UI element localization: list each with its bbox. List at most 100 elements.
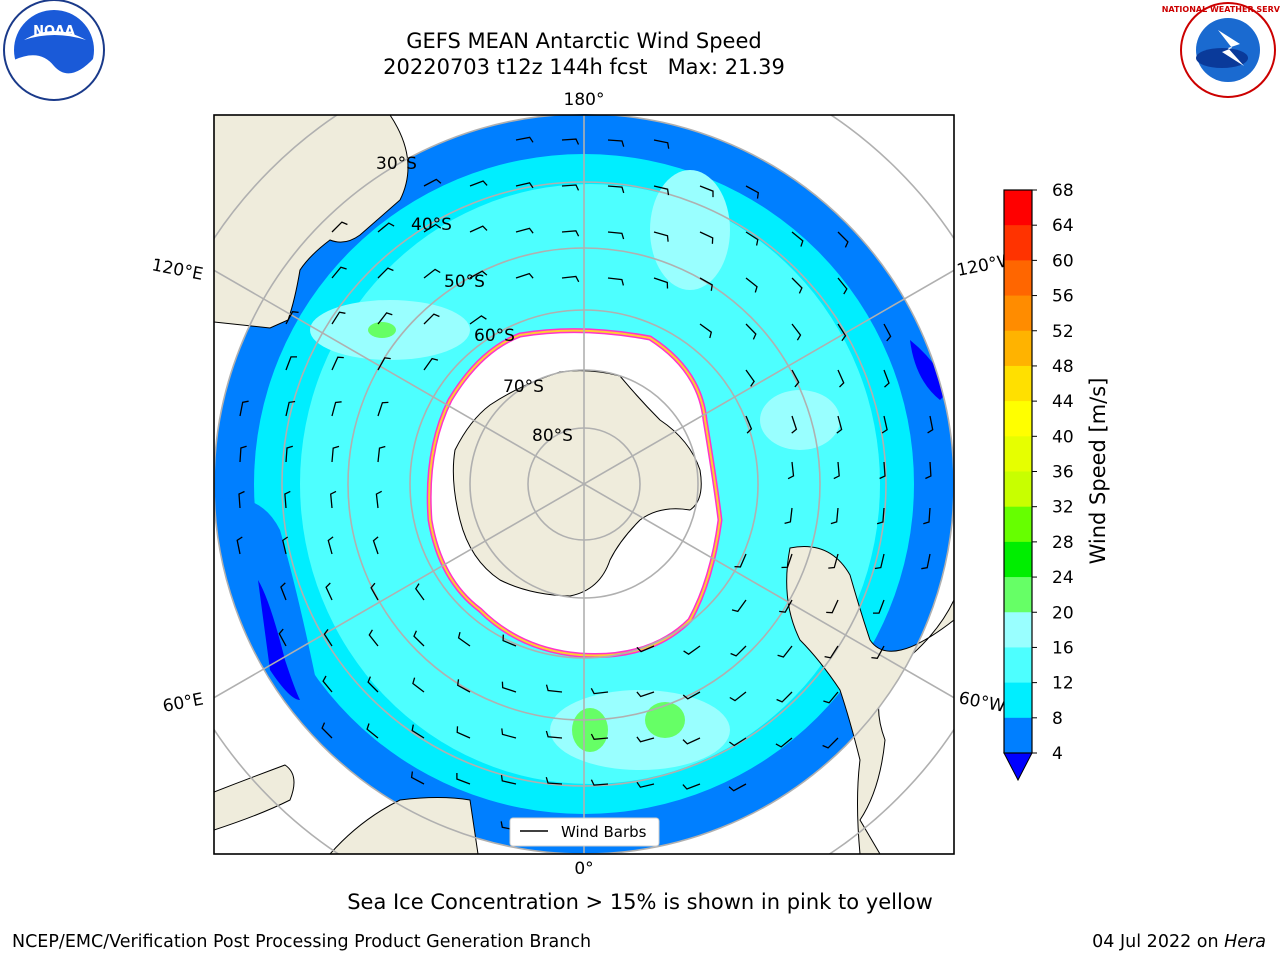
nws-logo: NATIONAL WEATHER SERVICE: [1162, 2, 1280, 98]
wind-barb: [377, 222, 395, 233]
wind-barb: [280, 582, 287, 601]
colorbar-bin: [1004, 471, 1032, 508]
wind-barb: [699, 185, 714, 198]
wind-barb: [502, 634, 517, 647]
wind-barb: [636, 781, 655, 788]
wind-barb: [238, 490, 245, 509]
wind-barb: [367, 676, 379, 693]
lat-label-40: 40°S: [411, 215, 452, 235]
wind-barb: [377, 357, 391, 371]
wind-barb: [683, 645, 701, 655]
nws-logo-lettering: NATIONAL WEATHER SERVICE: [1162, 5, 1280, 14]
wind-barb: [784, 507, 793, 525]
colorbar-tick-label: 48: [1052, 357, 1074, 377]
colorbar-bin: [1004, 225, 1032, 261]
wind-barb: [833, 461, 840, 480]
wind-barb: [837, 277, 848, 295]
wind-barb: [830, 507, 839, 525]
wind-barb: [501, 681, 517, 693]
lon-label-bottom: 0°: [574, 859, 593, 879]
wind-barb: [607, 185, 625, 194]
wind-barb: [590, 779, 609, 786]
colorbar-under-arrow: [1003, 752, 1033, 782]
colorbar-tick-label: 36: [1052, 463, 1074, 483]
colorbar-tick-label: 52: [1052, 322, 1074, 342]
colorbar-tick-label: 56: [1052, 287, 1074, 307]
colorbar-bin: [1004, 190, 1032, 226]
wind-barb: [745, 415, 753, 434]
wind-barb: [415, 583, 425, 601]
wind-barb: [284, 490, 291, 509]
wind-barb: [874, 553, 885, 570]
wind-barb: [515, 227, 534, 234]
wind-barb: [282, 536, 289, 555]
graticule: [214, 115, 954, 854]
colorbar-tick-label: 64: [1052, 216, 1074, 236]
footer-host: Hera: [1224, 932, 1266, 952]
lat-label-80: 80°S: [532, 426, 573, 446]
wind-barb: [925, 461, 932, 480]
wind-barb: [682, 783, 701, 790]
wind-barb: [366, 723, 379, 739]
wind-barb: [636, 736, 655, 743]
wind-barb: [331, 356, 344, 371]
colorbar-bin: [1004, 401, 1032, 437]
wind-barb: [561, 138, 580, 145]
wind-barb: [791, 277, 803, 294]
colorbar-bin: [1004, 260, 1032, 297]
colorbar-tick-label: 28: [1052, 533, 1074, 553]
land-antarctica: [452, 370, 702, 597]
lat-label-70: 70°S: [503, 377, 544, 397]
wind-barb: [682, 691, 701, 700]
wind-barb: [837, 231, 849, 248]
wind-barb: [791, 369, 800, 388]
colorbar-tick-label: 20: [1052, 603, 1074, 623]
wind-barb: [469, 180, 488, 187]
legend-label: Wind Barbs: [561, 823, 647, 841]
wind-barb: [331, 401, 342, 417]
footer-credit: NCEP/EMC/Verification Post Processing Pr…: [12, 932, 592, 952]
colorbar-tick-label: 32: [1052, 498, 1074, 518]
colorbar-bin: [1004, 612, 1032, 648]
wind-barb: [745, 231, 759, 246]
wind-barb: [745, 185, 760, 199]
wind-barb: [413, 630, 425, 647]
wind-barb: [377, 267, 394, 279]
wind-barb: [456, 773, 471, 785]
colorbar-tick-label: 68: [1052, 181, 1074, 201]
wind-barb: [734, 553, 747, 568]
wind-barb: [501, 728, 517, 739]
wind-barb: [837, 369, 845, 388]
wind-barb: [331, 221, 348, 233]
wind-barb: [469, 225, 488, 233]
wind-barb: [836, 415, 843, 434]
wind-barb: [653, 185, 670, 196]
wind-barb: [883, 369, 890, 388]
wind-barb: [682, 737, 701, 745]
lat-label-30: 30°S: [376, 154, 417, 174]
wind-barb: [728, 783, 747, 792]
wind-barbs: [236, 136, 934, 834]
colorbar-tick-label: 60: [1052, 251, 1074, 271]
wind-barb: [377, 445, 386, 463]
wind-barb: [745, 323, 757, 340]
wind-barb: [607, 231, 625, 240]
lon-label-top: 180°: [564, 90, 605, 110]
footer-date-text: 04 Jul 2022 on: [1092, 932, 1225, 952]
wind-barb: [828, 553, 839, 569]
wind-barb: [331, 311, 346, 325]
wind-barb: [927, 415, 934, 434]
wind-barb: [423, 268, 441, 279]
footer-date: 04 Jul 2022 on Hera: [1092, 932, 1266, 952]
wind-barb: [876, 507, 885, 525]
colorbar-tick-label: 44: [1052, 392, 1074, 412]
wind-barb: [322, 675, 333, 693]
wind-barb: [590, 687, 609, 695]
wind-barb: [278, 628, 287, 647]
wind-barb: [561, 184, 580, 191]
wind-barb: [239, 400, 249, 417]
colorbar-tick-label: 40: [1052, 427, 1074, 447]
wind-barb: [636, 645, 655, 653]
wind-barb: [370, 582, 379, 601]
